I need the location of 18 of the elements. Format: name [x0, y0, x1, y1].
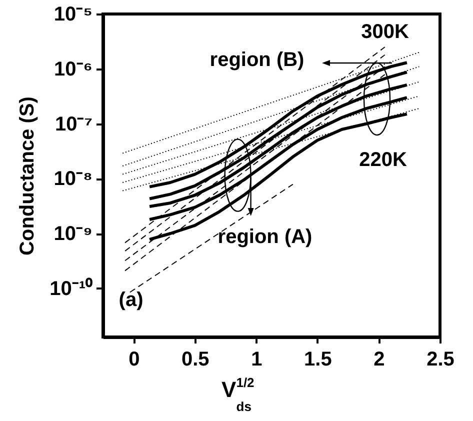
x-tick-label: 0.5 — [182, 348, 210, 370]
y-tick-label: 10⁻¹⁰ — [50, 276, 92, 300]
x-tick-label: 2 — [374, 348, 385, 370]
annotation: region (A) — [218, 226, 312, 248]
annotation: region (B) — [210, 49, 304, 71]
y-tick-label: 10⁻⁷ — [55, 113, 92, 136]
y-axis-title: Conductance (S) — [16, 96, 39, 256]
x-tick-label: 1 — [251, 348, 262, 370]
x-tick-label: 2.5 — [426, 348, 454, 370]
y-tick-label: 10⁻⁵ — [54, 4, 92, 26]
annotation: 300K — [361, 21, 410, 43]
x-tick-label: 0 — [128, 348, 140, 370]
y-tick-label: 10⁻⁹ — [54, 223, 92, 245]
y-tick-label: 10⁻⁶ — [54, 58, 92, 80]
x-tick-label: 1.5 — [304, 348, 332, 370]
y-tick-label: 10⁻⁸ — [54, 168, 92, 190]
annotation: (a) — [118, 289, 144, 311]
annotation: 220K — [359, 149, 408, 171]
